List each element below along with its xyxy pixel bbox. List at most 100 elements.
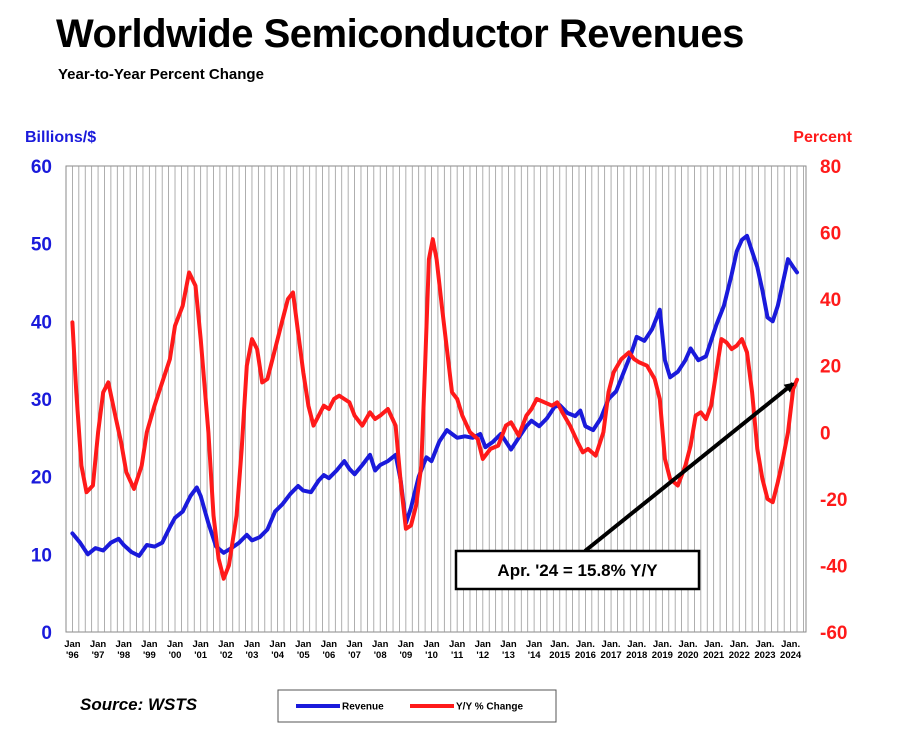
x-tick-year: '12 xyxy=(476,650,489,661)
x-axis-tick: Jan. 2022 xyxy=(729,639,750,661)
annotation-box xyxy=(454,549,701,591)
x-axis-tick: Jan '01 xyxy=(192,639,209,661)
x-axis-tick: Jan. 2021 xyxy=(703,639,725,661)
x-axis-tick: Jan '14 xyxy=(526,639,543,661)
x-axis-tick: Jan '02 xyxy=(218,639,235,661)
x-axis-tick: Jan. 2017 xyxy=(600,639,621,661)
x-tick-month: Jan xyxy=(526,639,543,650)
x-axis-tick: Jan. 2016 xyxy=(575,639,596,661)
x-tick-month: Jan. xyxy=(576,639,595,650)
x-tick-month: Jan xyxy=(244,639,261,650)
x-tick-month: Jan. xyxy=(704,639,723,650)
x-tick-month: Jan xyxy=(321,639,338,650)
x-tick-year: '96 xyxy=(66,650,79,661)
x-tick-month: Jan xyxy=(346,639,363,650)
x-tick-month: Jan. xyxy=(781,639,800,650)
x-tick-month: Jan xyxy=(423,639,440,650)
x-axis-tick: Jan '09 xyxy=(398,639,415,661)
right-axis-tick: -60 xyxy=(820,623,847,644)
chart-subtitle: Year-to-Year Percent Change xyxy=(58,66,264,83)
right-axis-tick: 40 xyxy=(820,290,841,311)
x-tick-year: '03 xyxy=(246,650,259,661)
left-axis-tick: 50 xyxy=(31,235,52,256)
x-axis-tick: Jan. 2015 xyxy=(549,639,571,661)
x-tick-month: Jan xyxy=(64,639,81,650)
x-tick-year: '98 xyxy=(117,650,130,661)
axis-layer: 0 10 20 30 40 50 60 -60 -40 -20 0 20 40 60 80 Billions/… xyxy=(25,129,853,661)
x-tick-year: '08 xyxy=(374,650,387,661)
x-tick-month: Jan. xyxy=(550,639,569,650)
x-tick-year: '14 xyxy=(528,650,542,661)
legend-label-revenue: Revenue xyxy=(342,702,384,713)
x-axis-tick: Jan. 2019 xyxy=(652,639,673,661)
x-tick-month: Jan xyxy=(500,639,517,650)
x-tick-month: Jan. xyxy=(627,639,646,650)
x-axis-tick: Jan '11 xyxy=(449,639,466,661)
source-note: Source: WSTS xyxy=(80,695,198,714)
x-axis-tick: Jan '05 xyxy=(295,639,312,661)
x-tick-year: '10 xyxy=(425,650,438,661)
x-tick-year: '07 xyxy=(348,650,361,661)
x-tick-year: '99 xyxy=(143,650,156,661)
x-axis-tick: Jan '96 xyxy=(64,639,81,661)
annotation-arrow xyxy=(583,382,795,553)
x-axis-tick: Jan. 2024 xyxy=(780,639,802,661)
x-axis-tick: Jan '13 xyxy=(500,639,517,661)
left-axis-label: Billions/$ xyxy=(25,129,96,146)
x-tick-year: 2023 xyxy=(754,650,775,661)
x-axis-tick: Jan '10 xyxy=(423,639,440,661)
x-axis-tick: Jan '00 xyxy=(167,639,184,661)
x-axis-tick: Jan. 2023 xyxy=(754,639,775,661)
x-tick-year: '13 xyxy=(502,650,515,661)
right-axis-label: Percent xyxy=(793,129,852,146)
x-tick-month: Jan xyxy=(116,639,133,650)
right-axis-tick: 20 xyxy=(820,357,841,378)
x-tick-year: '11 xyxy=(451,650,464,661)
legend: Revenue Y/Y % Change xyxy=(277,689,557,723)
x-axis-tick: Jan '06 xyxy=(321,639,338,661)
x-tick-year: 2022 xyxy=(729,650,750,661)
x-tick-month: Jan xyxy=(449,639,466,650)
x-tick-year: '02 xyxy=(220,650,233,661)
x-tick-month: Jan xyxy=(141,639,158,650)
x-tick-year: '00 xyxy=(169,650,182,661)
x-tick-month: Jan. xyxy=(730,639,749,650)
right-axis-tick: 0 xyxy=(820,423,831,444)
x-tick-month: Jan. xyxy=(653,639,672,650)
annotation-text: Apr. '24 = 15.8% Y/Y xyxy=(497,561,658,580)
x-tick-year: 2017 xyxy=(600,650,621,661)
x-axis-tick: Jan. 2018 xyxy=(626,639,647,661)
x-tick-month: Jan xyxy=(398,639,415,650)
left-axis-tick: 0 xyxy=(41,623,52,644)
left-axis-tick: 10 xyxy=(31,545,52,566)
series-layer xyxy=(70,233,799,581)
x-tick-year: 2016 xyxy=(575,650,596,661)
x-tick-year: '05 xyxy=(297,650,311,661)
x-tick-year: '09 xyxy=(399,650,412,661)
right-axis-tick: -20 xyxy=(820,490,847,511)
x-tick-month: Jan xyxy=(192,639,209,650)
x-tick-month: Jan xyxy=(167,639,184,650)
legend-label-yoy: Y/Y % Change xyxy=(456,702,523,713)
annotation-layer: Apr. '24 = 15.8% Y/Y xyxy=(454,382,795,591)
x-tick-month: Jan xyxy=(269,639,286,650)
x-axis-tick: Jan '99 xyxy=(141,639,158,661)
x-axis-tick: Jan. 2020 xyxy=(677,639,698,661)
x-tick-year: '01 xyxy=(194,650,208,661)
left-axis-tick: 40 xyxy=(31,312,52,333)
yoy-change-line xyxy=(70,237,799,581)
x-tick-year: '97 xyxy=(92,650,105,661)
x-axis-tick: Jan '03 xyxy=(244,639,261,661)
x-tick-month: Jan xyxy=(90,639,107,650)
x-tick-year: 2021 xyxy=(703,650,725,661)
x-tick-month: Jan xyxy=(218,639,235,650)
x-tick-year: 2018 xyxy=(626,650,647,661)
right-axis-tick: -40 xyxy=(820,556,847,577)
x-axis-tick: Jan '97 xyxy=(90,639,107,661)
x-tick-year: 2019 xyxy=(652,650,673,661)
x-tick-month: Jan xyxy=(295,639,312,650)
x-tick-year: 2024 xyxy=(780,650,802,661)
grid-layer xyxy=(65,165,807,633)
x-axis-tick: Jan '07 xyxy=(346,639,363,661)
